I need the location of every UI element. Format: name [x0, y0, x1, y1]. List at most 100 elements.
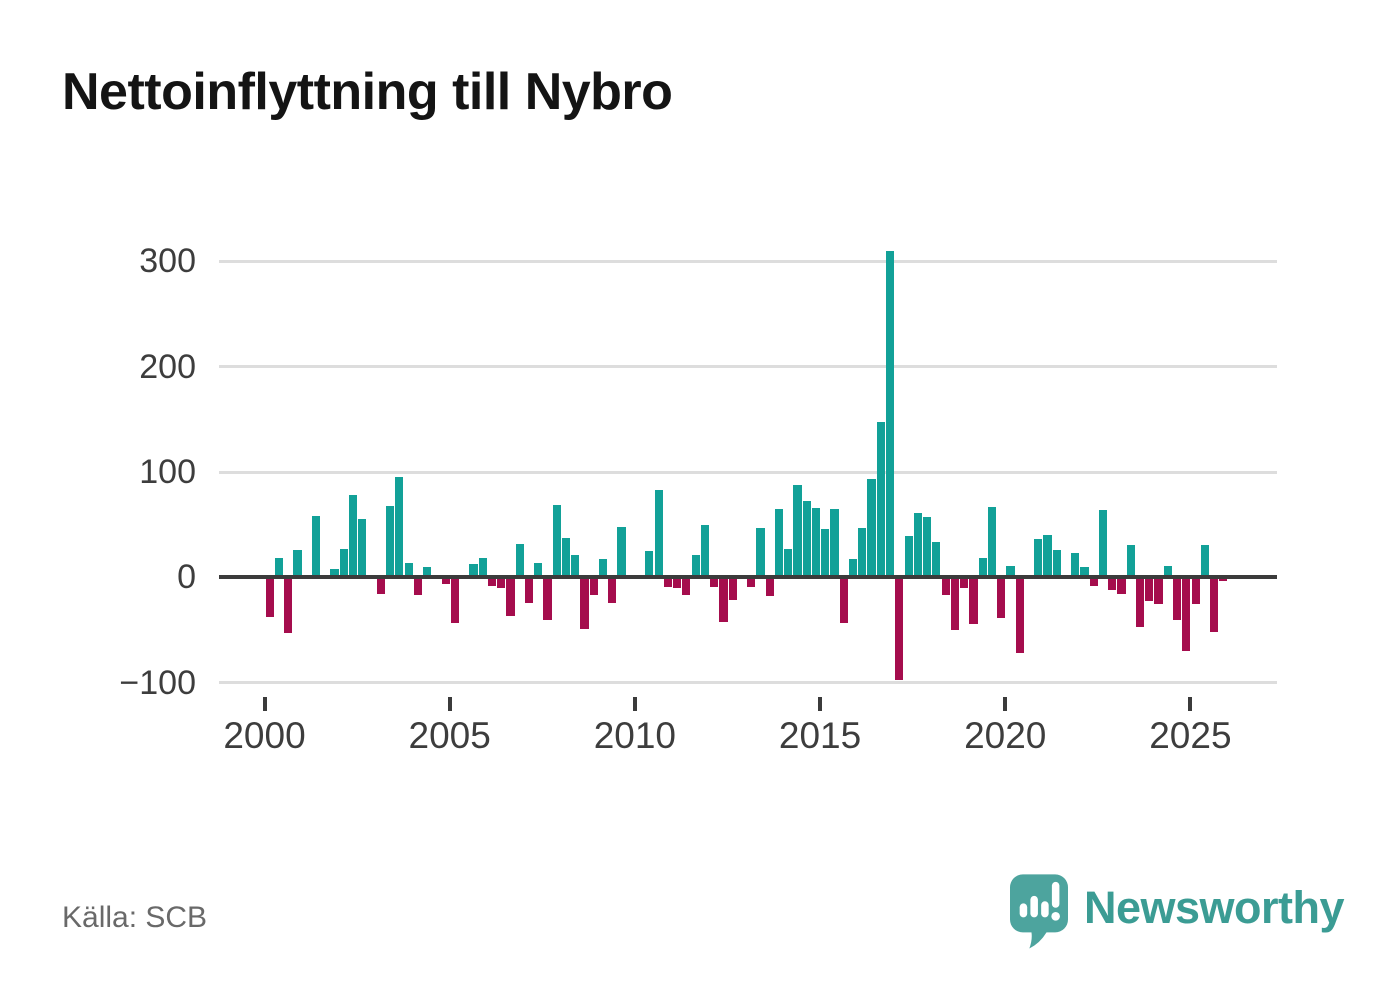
bar — [478, 558, 487, 578]
bar — [358, 519, 367, 578]
bar — [719, 577, 728, 622]
bar — [1015, 577, 1024, 654]
bar — [293, 550, 302, 578]
bar — [580, 577, 589, 629]
bar — [423, 566, 432, 578]
bar — [497, 577, 506, 588]
bar — [784, 548, 793, 578]
bar — [543, 577, 552, 620]
bar — [895, 577, 904, 680]
bar — [673, 577, 682, 588]
bar — [885, 250, 895, 578]
x-axis-tick — [447, 697, 452, 711]
bar — [487, 577, 497, 586]
bar — [450, 577, 459, 623]
bar — [978, 558, 987, 578]
bar — [1043, 535, 1052, 578]
bar — [385, 505, 395, 578]
x-axis-tick-label: 2025 — [1149, 715, 1232, 756]
chart-title: Nettoinflyttning till Nybro — [62, 63, 673, 121]
bar — [1108, 577, 1117, 591]
x-axis-tick — [632, 697, 637, 711]
bar — [682, 577, 691, 596]
bar — [654, 489, 663, 578]
bar — [756, 527, 765, 578]
gridline — [219, 470, 1277, 474]
bar — [867, 479, 876, 578]
newsworthy-logo: Newsworthy — [1010, 874, 1345, 950]
bar — [404, 562, 413, 578]
bar — [858, 527, 867, 578]
bar — [1126, 544, 1135, 578]
bar — [811, 507, 821, 578]
bar — [571, 555, 580, 578]
x-axis-tick — [262, 697, 267, 711]
bar — [395, 477, 404, 578]
bar — [589, 577, 598, 596]
bar — [691, 555, 700, 578]
bar — [774, 508, 784, 578]
gridline — [219, 681, 1277, 685]
bar — [848, 559, 858, 578]
bar — [710, 577, 719, 587]
bar — [608, 577, 617, 603]
bar — [1071, 553, 1080, 578]
bar — [515, 543, 524, 578]
bar — [469, 563, 478, 578]
bar — [1006, 565, 1015, 578]
bar — [960, 577, 969, 588]
bar — [561, 538, 571, 578]
x-axis-tick-label: 2020 — [964, 715, 1047, 756]
bar — [274, 558, 284, 578]
x-axis-tick-label: 2005 — [408, 715, 491, 756]
bar — [1154, 577, 1163, 604]
x-axis-line — [219, 575, 1277, 580]
bar — [950, 577, 959, 631]
y-axis-tick-label: 0 — [177, 558, 196, 597]
x-axis-tick — [1188, 697, 1193, 711]
bar — [728, 577, 737, 600]
bar — [552, 504, 561, 578]
bar — [617, 526, 626, 578]
bar — [348, 495, 358, 578]
source-note: Källa: SCB — [62, 901, 208, 934]
bar — [821, 528, 830, 578]
bar — [1210, 577, 1219, 633]
gridline — [219, 365, 1277, 369]
bar — [1117, 577, 1126, 595]
bar — [969, 577, 978, 624]
x-axis-tick-label: 2015 — [778, 715, 862, 756]
x-axis-tick — [818, 697, 823, 711]
bar — [932, 541, 941, 578]
y-axis-tick-label: 300 — [139, 242, 196, 281]
bar — [876, 421, 885, 578]
bar — [1200, 544, 1209, 578]
bar — [1145, 577, 1154, 601]
bar — [284, 577, 293, 634]
bar — [506, 577, 515, 617]
bar — [1080, 566, 1089, 578]
x-axis-tick-label: 2000 — [223, 715, 306, 756]
bar — [524, 577, 534, 603]
bar — [1163, 565, 1172, 578]
gridline — [219, 259, 1277, 263]
bar — [1098, 509, 1108, 578]
bar — [793, 484, 802, 578]
bar — [311, 516, 321, 578]
bar — [1089, 577, 1098, 586]
bar — [913, 513, 922, 578]
y-axis-tick-label: −100 — [119, 663, 196, 702]
newsworthy-logo-icon — [1010, 874, 1068, 949]
x-axis-tick — [1003, 697, 1008, 711]
bar — [1135, 577, 1145, 627]
bar — [1034, 539, 1043, 578]
bar — [765, 577, 774, 597]
bar — [904, 536, 913, 578]
bar — [997, 577, 1006, 619]
bar — [1182, 577, 1191, 652]
bar — [663, 577, 672, 587]
bar — [830, 508, 839, 578]
bar — [923, 517, 932, 578]
